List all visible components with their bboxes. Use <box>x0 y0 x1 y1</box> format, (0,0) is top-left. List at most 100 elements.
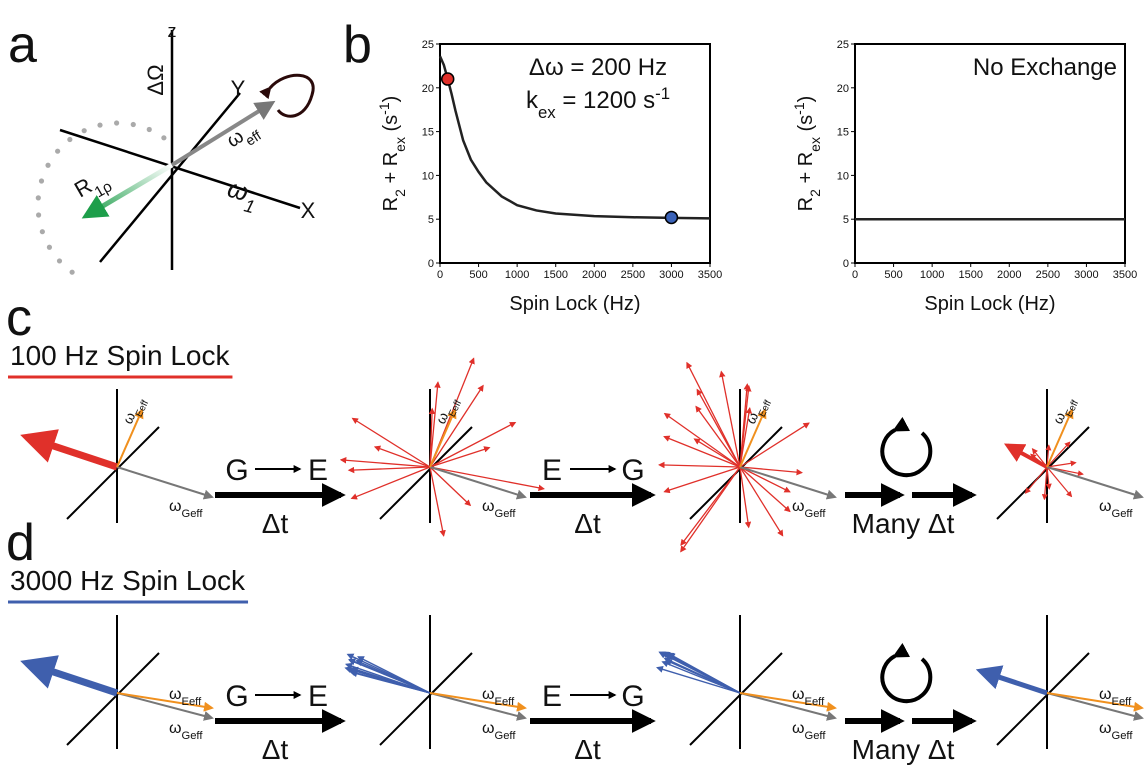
y-tick-label: 25 <box>422 39 434 51</box>
magnetization-vector <box>429 466 545 491</box>
x-tick-label: 3500 <box>1113 269 1137 281</box>
magnetization-vector <box>739 422 810 468</box>
step-label: Δt <box>574 734 601 765</box>
vector-label: ωGeff <box>792 498 826 520</box>
magnetization-vector <box>429 381 441 468</box>
x-axis-title: Spin Lock (Hz) <box>924 293 1055 315</box>
axis-line <box>59 128 301 210</box>
vector-label: ωEeff <box>792 686 825 708</box>
magnetization-vector <box>663 435 741 468</box>
magnetization-vector <box>719 370 741 468</box>
y-tick-label: 10 <box>422 170 434 182</box>
dot <box>46 244 53 250</box>
dot <box>97 122 103 128</box>
magnetization-vector <box>693 438 741 468</box>
text-part: Geff <box>805 508 827 520</box>
text-part: 2 <box>392 189 408 197</box>
text-part: -1 <box>791 102 807 115</box>
text-part: -1 <box>376 102 392 115</box>
data-line <box>438 55 711 220</box>
text-part: ex <box>538 103 556 122</box>
y-axis-title: R2 + Rex (s-1) <box>376 96 408 212</box>
vector-arrow <box>170 100 276 167</box>
magnetization-vector <box>1024 466 1048 494</box>
dot <box>39 229 45 235</box>
plot-frame <box>854 43 1126 264</box>
axis-line <box>66 652 160 746</box>
dot <box>161 135 167 141</box>
text-part: 1 <box>242 195 257 217</box>
y-tick-label: 20 <box>837 83 849 95</box>
magnetization-vector <box>350 466 431 500</box>
panel-title: 3000 Hz Spin Lock <box>10 565 246 596</box>
magnetization-vector <box>349 667 431 694</box>
magnetization-vector <box>739 466 752 529</box>
vector-label: ωEeff <box>1049 394 1081 429</box>
axis-label: X <box>301 198 316 223</box>
text-part: ) <box>795 96 817 103</box>
text-part: ω <box>792 720 805 737</box>
axis-line <box>379 426 473 520</box>
dot <box>45 162 51 168</box>
text-part: No Exchange <box>973 54 1117 81</box>
vector-label: ωEeff <box>169 686 202 708</box>
text-part: ω <box>482 686 495 703</box>
state-label: E <box>308 680 328 713</box>
annotation: No Exchange <box>973 54 1117 81</box>
vector-arrow <box>1046 408 1074 468</box>
text-part: Eeff <box>756 398 773 419</box>
panel-label: a <box>8 16 37 74</box>
x-tick-label: 1000 <box>505 269 529 281</box>
text-part: 2 <box>807 189 823 197</box>
magnetization-vector <box>348 658 431 694</box>
step-label: Δt <box>574 508 601 539</box>
vector-arrow <box>739 692 837 721</box>
magnetization-vector <box>739 466 791 513</box>
vector-arrow <box>739 692 837 712</box>
x-tick-label: 3000 <box>1074 269 1098 281</box>
text-part: ω <box>169 498 182 515</box>
axis-line <box>66 426 160 520</box>
vector-arrow <box>116 466 214 500</box>
vector-arrow <box>116 692 214 721</box>
magnetization-vector <box>429 466 446 537</box>
x-tick-label: 500 <box>884 269 902 281</box>
dot <box>69 269 75 275</box>
text-part: Geff <box>495 508 517 520</box>
magnetization-vector <box>1046 460 1077 468</box>
panel-label: c <box>6 289 32 347</box>
dot <box>67 136 73 143</box>
text-part: ω <box>792 686 805 703</box>
y-tick-label: 0 <box>843 258 849 270</box>
repeat-arrow <box>880 416 933 478</box>
x-tick-label: 2500 <box>1036 269 1060 281</box>
text-part: Geff <box>1112 730 1134 742</box>
text-part: ω <box>482 720 495 737</box>
state-label: E <box>542 454 562 487</box>
text-part: Geff <box>1112 508 1134 520</box>
vector-arrow <box>429 692 527 721</box>
magnetization-vector <box>1045 444 1052 468</box>
dot <box>56 258 63 264</box>
magnetization-vector <box>1041 466 1048 501</box>
panel-label: b <box>343 16 372 74</box>
y-axis-title: R2 + Rex (s-1) <box>791 96 823 212</box>
y-tick-label: 15 <box>837 127 849 139</box>
axis-label: z <box>168 21 177 41</box>
dot <box>38 178 45 184</box>
y-tick-label: 25 <box>837 39 849 51</box>
text-part: = 1200 s <box>556 87 655 114</box>
dot <box>35 212 42 218</box>
text-part: + R <box>380 152 402 189</box>
magnetization-vector <box>1046 466 1073 498</box>
step-label: Many Δt <box>852 508 955 539</box>
magnetization-vector <box>663 466 741 494</box>
text-part: ω <box>1099 720 1112 737</box>
x-tick-label: 2000 <box>582 269 606 281</box>
text-part: Eeff <box>133 398 150 419</box>
step-label: Δt <box>262 508 289 539</box>
vector-arrow <box>429 692 527 712</box>
magnetization-vector <box>656 665 741 694</box>
vector-label: ωGeff <box>482 720 516 742</box>
